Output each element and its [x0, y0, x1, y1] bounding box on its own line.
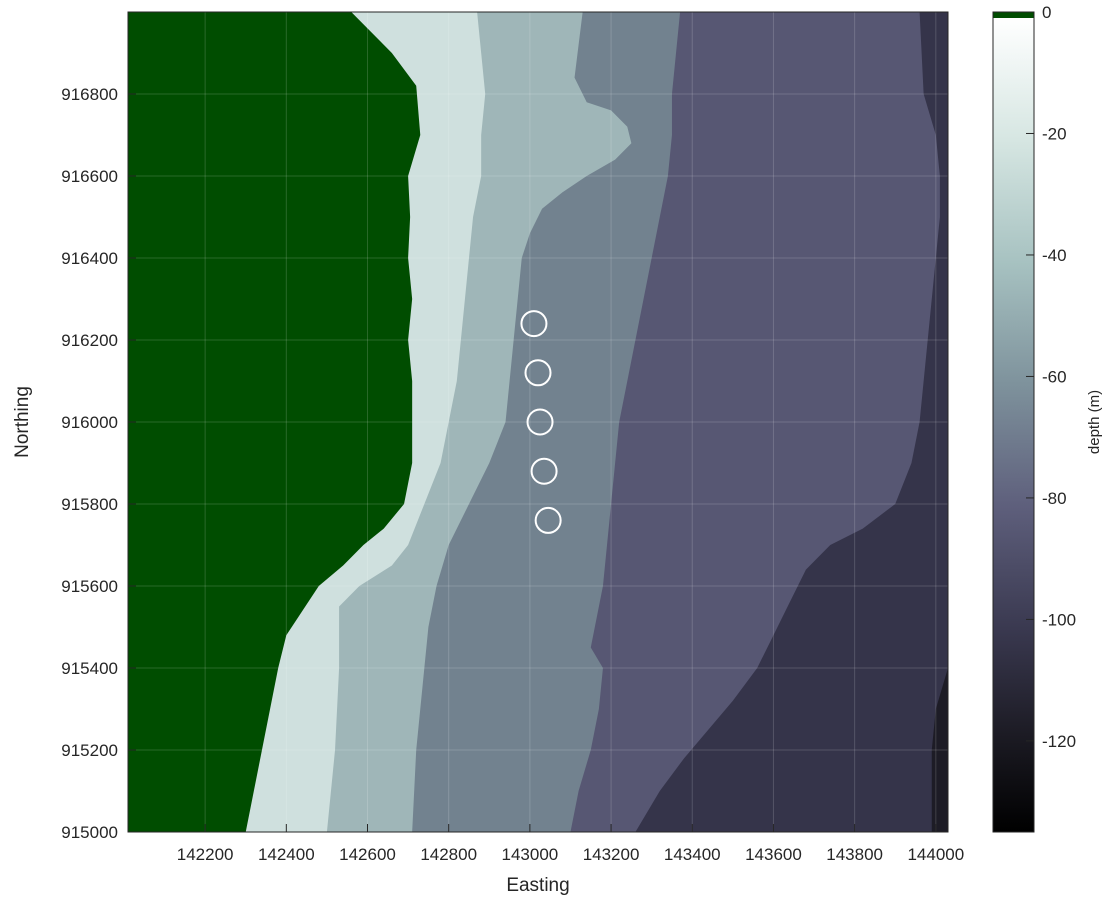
colorbar-ticks: 0 -20 -40 -60 -80 -100 -120 — [1026, 3, 1076, 751]
colorbar-tick-label: -40 — [1042, 246, 1067, 265]
survey-point-marker — [524, 359, 552, 387]
x-tick-label: 142600 — [339, 845, 396, 864]
y-tick-label: 915000 — [61, 823, 118, 842]
contour-band-land — [128, 12, 421, 832]
x-tick-label: 142200 — [177, 845, 234, 864]
colorbar-tick-label: -20 — [1042, 124, 1067, 143]
y-tick-label: 916000 — [61, 413, 118, 432]
y-tick-label: 915200 — [61, 741, 118, 760]
y-tick-label: 915800 — [61, 495, 118, 514]
x-tick-label: 143400 — [664, 845, 721, 864]
x-axis-label: Easting — [506, 875, 569, 896]
y-tick-label: 915400 — [61, 659, 118, 678]
x-tick-label: 143200 — [583, 845, 640, 864]
marker-layer — [520, 310, 562, 534]
plot-area — [127, 11, 949, 833]
colorbar-gradient — [993, 18, 1034, 832]
y-axis-ticks: 915000 915200 915400 915600 915800 916000 9162… — [61, 85, 136, 842]
y-tick-label: 916800 — [61, 85, 118, 104]
x-tick-label: 142400 — [258, 845, 315, 864]
x-axis-ticks: 142200 142400 142600 142800 143000 143200 1434… — [177, 824, 964, 864]
colorbar-tick-label: -60 — [1042, 367, 1067, 386]
y-axis-label: Northing — [12, 386, 33, 458]
survey-point-marker — [530, 457, 558, 485]
survey-point-marker — [534, 506, 562, 534]
survey-point-marker — [520, 310, 548, 338]
x-tick-label: 144000 — [907, 845, 964, 864]
y-tick-label: 916400 — [61, 249, 118, 268]
colorbar-label: depth (m) — [1086, 390, 1103, 454]
colorbar: 0 -20 -40 -60 -80 -100 -120 depth (m) — [992, 3, 1103, 833]
x-tick-label: 143000 — [502, 845, 559, 864]
colorbar-tick-label: -100 — [1042, 610, 1076, 629]
colorbar-tick-label: 0 — [1042, 3, 1051, 22]
y-tick-label: 916600 — [61, 167, 118, 186]
colorbar-land-segment — [993, 12, 1034, 18]
colorbar-frame — [992, 11, 1035, 833]
colorbar-tick-label: -80 — [1042, 489, 1067, 508]
y-tick-label: 916200 — [61, 331, 118, 350]
grid-lines — [128, 12, 948, 832]
contour-layer — [128, 12, 948, 832]
x-tick-label: 142800 — [420, 845, 477, 864]
x-tick-label: 143600 — [745, 845, 802, 864]
y-tick-label: 915600 — [61, 577, 118, 596]
survey-point-marker — [526, 408, 554, 436]
x-tick-label: 143800 — [826, 845, 883, 864]
colorbar-tick-label: -120 — [1042, 732, 1076, 751]
